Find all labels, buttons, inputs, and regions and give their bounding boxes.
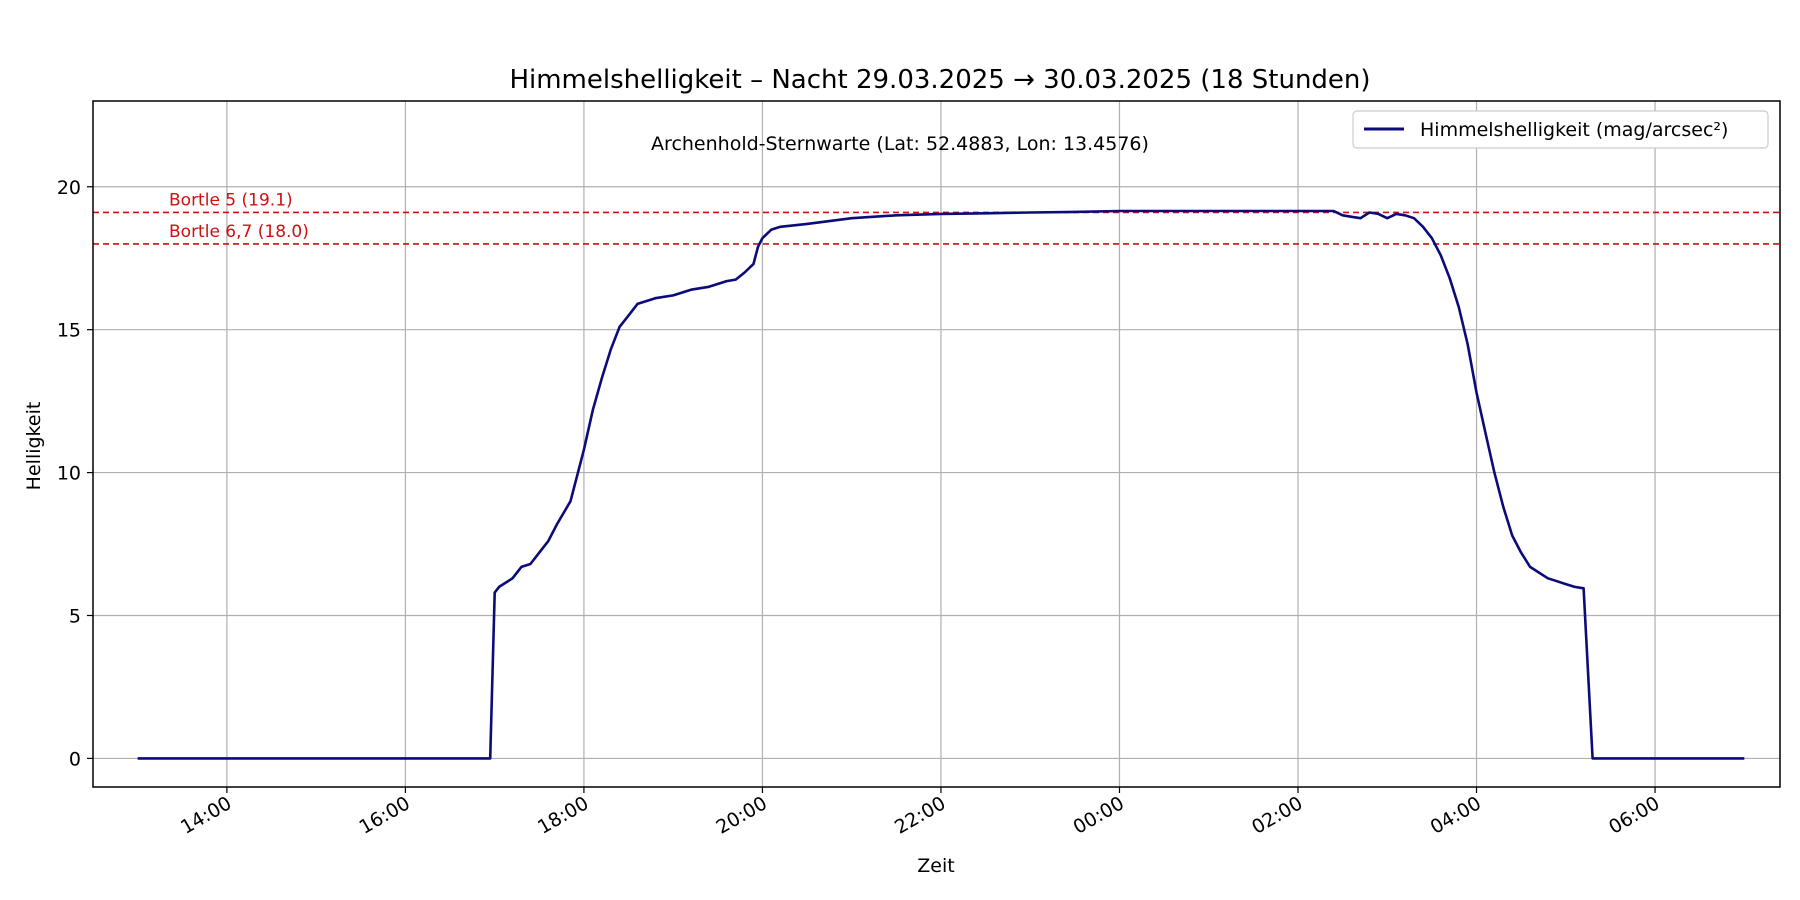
y-tick-label: 5	[69, 606, 81, 628]
legend-label: Himmelshelligkeit (mag/arcsec²)	[1420, 119, 1728, 141]
grid	[93, 101, 1780, 787]
reference-line-label: Bortle 6,7 (18.0)	[169, 222, 309, 242]
y-tick-label: 10	[57, 463, 81, 485]
y-tick-label: 0	[69, 748, 81, 770]
reference-lines: Bortle 5 (19.1) Bortle 6,7 (18.0)	[93, 190, 1780, 245]
y-tick-label: 15	[57, 320, 81, 342]
y-axis-label: Helligkeit	[23, 402, 45, 491]
y-tick-label: 20	[57, 177, 81, 199]
y-axis: 0 5 10 15 20	[57, 177, 93, 770]
legend-box	[1352, 110, 1769, 149]
series-layer	[137, 209, 1745, 760]
x-axis-label: Zeit	[917, 855, 954, 877]
location-annotation: Archenhold-Sternwarte (Lat: 52.4883, Lon…	[651, 133, 1149, 155]
plot-frame	[92, 100, 1781, 788]
reference-line-label: Bortle 5 (19.1)	[169, 190, 293, 210]
chart-title: Himmelshelligkeit – Nacht 29.03.2025 → 3…	[509, 65, 1370, 95]
legend: Himmelshelligkeit (mag/arcsec²)	[1352, 110, 1769, 149]
series-line	[137, 209, 1745, 760]
